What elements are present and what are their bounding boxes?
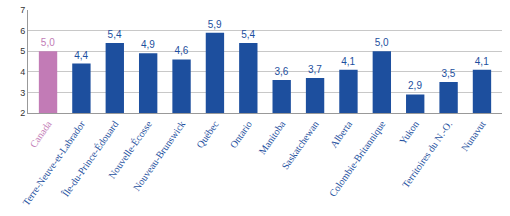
svg-text:Saskatchewan: Saskatchewan <box>279 119 321 172</box>
svg-text:Terre-Neuve-et-Labrador: Terre-Neuve-et-Labrador <box>20 118 87 208</box>
svg-text:2: 2 <box>20 108 25 118</box>
svg-text:5,0: 5,0 <box>41 37 55 48</box>
svg-text:Territoires du N.-O.: Territoires du N.-O. <box>400 119 454 190</box>
svg-text:4,6: 4,6 <box>174 45 188 56</box>
svg-text:3,5: 3,5 <box>441 68 455 79</box>
svg-text:Nunavut: Nunavut <box>459 119 488 154</box>
svg-text:5: 5 <box>20 46 25 56</box>
svg-text:Ontario: Ontario <box>228 119 255 150</box>
svg-text:Nouvelle-Écosse: Nouvelle-Écosse <box>106 118 154 180</box>
svg-text:5,4: 5,4 <box>108 29 122 40</box>
svg-text:3: 3 <box>20 88 25 98</box>
svg-text:6: 6 <box>20 26 25 36</box>
svg-text:Nouveau-Brunswick: Nouveau-Brunswick <box>131 119 187 193</box>
svg-text:4,1: 4,1 <box>475 56 489 67</box>
svg-text:4,9: 4,9 <box>141 39 155 50</box>
svg-text:5,0: 5,0 <box>375 37 389 48</box>
svg-text:3,7: 3,7 <box>308 64 322 75</box>
svg-text:4,1: 4,1 <box>341 56 355 67</box>
svg-text:Île-du-Prince-Édouard: Île-du-Prince-Édouard <box>60 119 121 199</box>
svg-text:4,4: 4,4 <box>74 50 88 61</box>
svg-text:3,6: 3,6 <box>275 66 289 77</box>
svg-text:5,9: 5,9 <box>208 19 222 30</box>
svg-text:7: 7 <box>20 5 25 15</box>
svg-text:5,4: 5,4 <box>241 29 255 40</box>
svg-text:Colombie-Britannique: Colombie-Britannique <box>327 118 388 198</box>
svg-text:4: 4 <box>20 67 25 77</box>
svg-text:2,9: 2,9 <box>408 80 422 91</box>
svg-text:Manitoba: Manitoba <box>256 118 287 156</box>
svg-text:Yukon: Yukon <box>397 119 421 147</box>
svg-text:Canada: Canada <box>28 118 55 149</box>
svg-text:Québec: Québec <box>194 118 221 150</box>
svg-text:Alberta: Alberta <box>328 118 355 149</box>
